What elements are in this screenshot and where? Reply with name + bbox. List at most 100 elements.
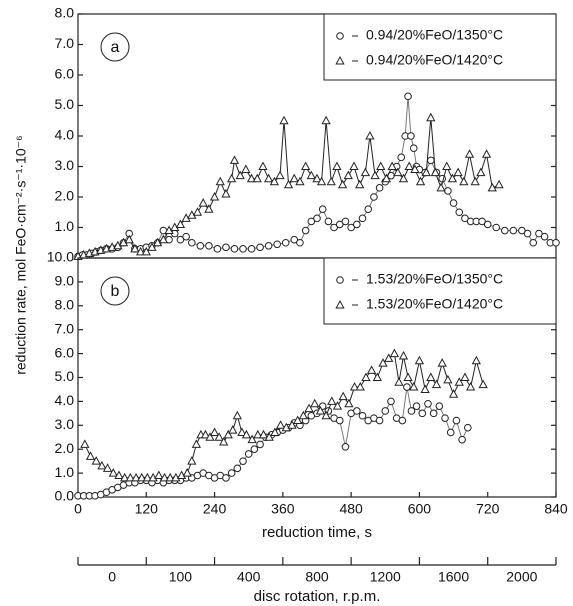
marker [237, 427, 247, 436]
y-tick-label: 4.0 [55, 392, 75, 408]
marker [387, 161, 397, 170]
marker [370, 170, 380, 180]
marker [290, 235, 299, 244]
marker [448, 389, 459, 398]
y-tick-label: 1.0 [55, 218, 75, 234]
marker [426, 372, 436, 381]
marker [233, 464, 242, 473]
marker [376, 161, 386, 170]
marker [241, 164, 251, 174]
y-tick-label: 7.0 [55, 320, 75, 336]
marker [529, 238, 538, 247]
marker [487, 182, 497, 192]
marker [398, 416, 407, 425]
marker [442, 161, 452, 170]
marker [478, 379, 488, 389]
marker [347, 223, 355, 232]
marker [147, 242, 157, 251]
y-tick-label: 3.0 [55, 157, 75, 173]
y-tick-label: 8.0 [55, 5, 75, 21]
marker [460, 372, 470, 381]
marker [326, 176, 336, 186]
marker [500, 226, 509, 235]
marker [219, 436, 229, 446]
marker [80, 439, 90, 448]
marker [494, 179, 504, 189]
marker [287, 420, 297, 429]
marker [165, 472, 175, 482]
marker [481, 149, 492, 158]
marker [235, 170, 245, 180]
marker [398, 350, 409, 360]
marker [449, 199, 458, 207]
panel-label: b [111, 283, 120, 300]
marker [358, 214, 367, 223]
marker [470, 176, 480, 186]
marker [148, 472, 158, 482]
marker [256, 440, 264, 449]
secondary-tick-label: 2000 [506, 569, 537, 585]
marker [247, 434, 257, 444]
marker [435, 402, 444, 410]
marker [154, 470, 164, 479]
secondary-tick-label: 800 [305, 569, 329, 585]
marker [175, 219, 186, 228]
marker [444, 187, 452, 195]
secondary-tick-label: 0 [108, 569, 116, 585]
marker [135, 246, 146, 256]
marker [447, 173, 458, 183]
marker [230, 245, 239, 253]
legend-marker [336, 32, 344, 40]
y-tick-label: 5.0 [55, 96, 75, 112]
marker [443, 374, 453, 384]
marker [191, 439, 202, 448]
marker [300, 161, 311, 170]
marker [466, 382, 476, 391]
marker [418, 409, 427, 418]
y-tick-label: 2.0 [55, 188, 75, 204]
marker [404, 161, 414, 170]
marker [431, 379, 442, 389]
legend-box [323, 13, 557, 81]
marker [403, 372, 413, 381]
marker [452, 416, 461, 425]
marker [461, 214, 469, 223]
marker [375, 416, 384, 425]
marker [239, 457, 247, 465]
marker [296, 238, 304, 247]
marker [209, 191, 220, 201]
marker [412, 402, 421, 410]
marker [258, 429, 269, 439]
marker [321, 410, 331, 420]
marker [171, 472, 181, 482]
marker [307, 217, 316, 226]
marker [446, 428, 455, 437]
marker [375, 184, 384, 192]
marker [426, 112, 436, 122]
marker [176, 470, 187, 479]
x-tick-label: 720 [476, 501, 500, 517]
marker [540, 232, 549, 241]
marker [273, 240, 281, 249]
marker [159, 472, 170, 482]
marker [182, 468, 192, 477]
legend-label: 0.94/20%FeO/1420°C [366, 52, 503, 68]
marker [316, 176, 327, 186]
marker [301, 226, 310, 235]
marker [214, 432, 224, 441]
marker [232, 410, 242, 420]
marker [227, 173, 237, 183]
marker [404, 92, 412, 101]
marker [361, 372, 371, 381]
marker [453, 167, 463, 177]
y-tick-label: 3.0 [55, 416, 75, 432]
marker [130, 243, 140, 253]
marker [275, 420, 286, 429]
legend-marker [335, 55, 345, 65]
marker [349, 382, 360, 391]
marker [275, 170, 285, 180]
y-tick-label: 8.0 [55, 297, 75, 313]
x-tick-label: 600 [408, 501, 432, 517]
marker [188, 238, 196, 247]
